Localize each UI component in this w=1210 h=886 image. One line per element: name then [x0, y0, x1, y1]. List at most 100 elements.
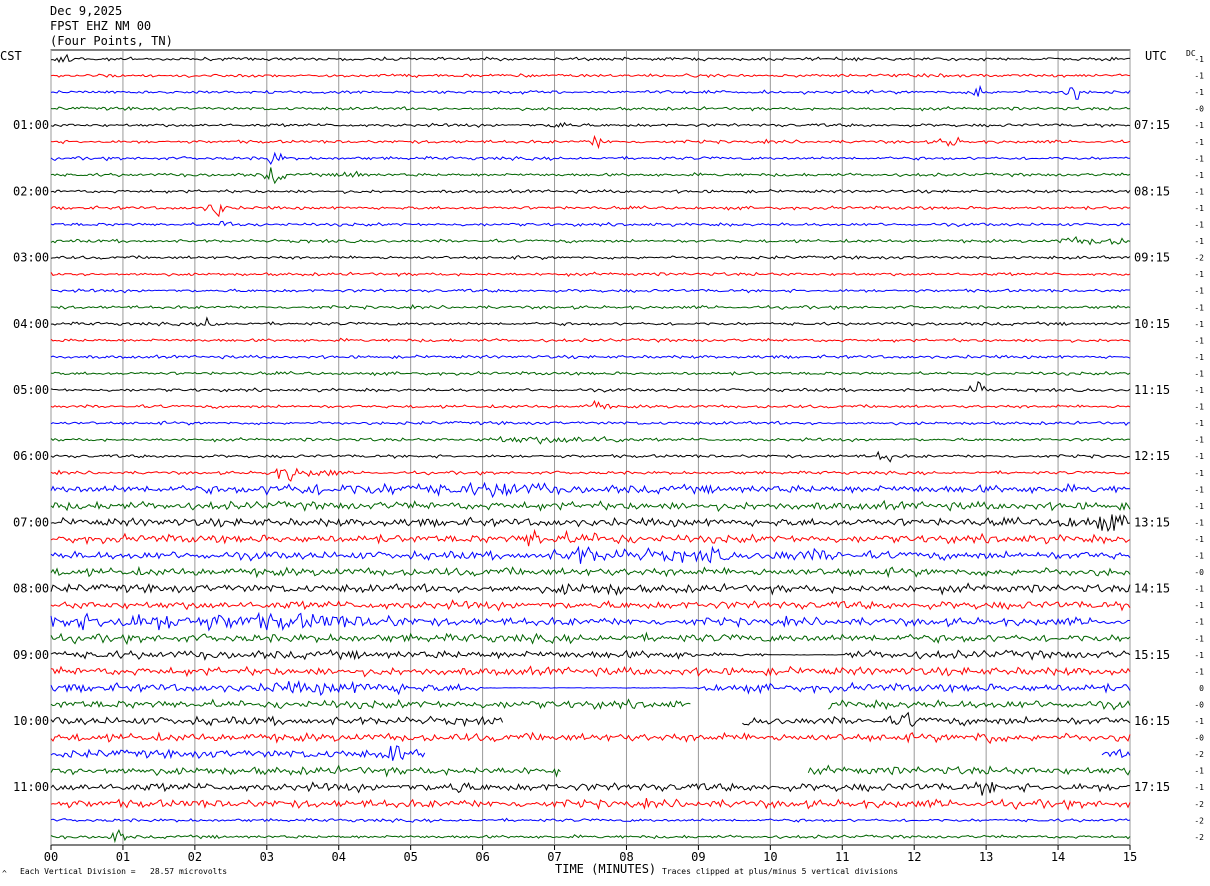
- dc-offset-label: -1: [1194, 518, 1204, 527]
- left-hour-label: 09:00: [13, 648, 49, 662]
- dc-offset-label: -2: [1194, 750, 1204, 759]
- dc-offset-label: -1: [1194, 436, 1204, 445]
- dc-offset-label: 0: [1199, 684, 1204, 693]
- dc-offset-label: -0: [1194, 700, 1204, 709]
- dc-offset-label: -1: [1194, 204, 1204, 213]
- left-hour-label: 06:00: [13, 449, 49, 463]
- trace-row: [50, 84, 1131, 100]
- dc-offset-label: -1: [1194, 552, 1204, 561]
- trace-row: [50, 565, 1131, 579]
- left-hour-label: 11:00: [13, 780, 49, 794]
- left-hour-label: 03:00: [13, 251, 49, 265]
- x-tick-label: 06: [475, 850, 489, 864]
- x-tick-label: 08: [619, 850, 633, 864]
- dc-offset-label: -1: [1194, 469, 1204, 478]
- right-hour-label: 17:15: [1134, 780, 1170, 794]
- right-hour-label: 07:15: [1134, 118, 1170, 132]
- dc-offset-label: -1: [1194, 585, 1204, 594]
- x-tick-label: 14: [1051, 850, 1065, 864]
- trace-row: [50, 203, 1131, 218]
- dc-offset-label: -1: [1194, 72, 1204, 81]
- trace-row: [50, 648, 1131, 661]
- trace-row: [50, 481, 1131, 499]
- dc-offset-label: -1: [1194, 187, 1204, 196]
- trace-row: [50, 528, 1131, 547]
- right-hour-label: 11:15: [1134, 383, 1170, 397]
- dc-offset-label: -1: [1194, 171, 1204, 180]
- dc-offset-label: -1: [1194, 88, 1204, 97]
- dc-offset-label: -1: [1194, 634, 1204, 643]
- trace-row: [50, 380, 1131, 393]
- clip-note: Traces clipped at plus/minus 5 vertical …: [662, 867, 899, 876]
- trace-row: [50, 582, 1131, 597]
- x-axis-title: TIME (MINUTES): [555, 862, 657, 876]
- dc-offset-label: -1: [1194, 601, 1204, 610]
- dc-offset-label: -1: [1194, 767, 1204, 776]
- trace-row: [50, 467, 1131, 482]
- x-tick-label: 02: [188, 850, 202, 864]
- dc-offset-label: -1: [1194, 419, 1204, 428]
- dc-offset-label: -1: [1194, 717, 1204, 726]
- header-station: FPST EHZ NM 00: [50, 19, 152, 33]
- trace-row: [50, 53, 1130, 64]
- trace-row: [50, 435, 1131, 445]
- trace-row: [50, 545, 1131, 564]
- x-tick-label: 09: [691, 850, 705, 864]
- dc-offset-label: -1: [1194, 651, 1204, 660]
- dc-offset-label: -0: [1194, 568, 1204, 577]
- x-tick-label: 00: [44, 850, 58, 864]
- plot-frame: [50, 49, 1131, 846]
- right-hour-label: 15:15: [1134, 648, 1170, 662]
- dc-offset-label: -1: [1194, 369, 1204, 378]
- x-tick-label: 03: [260, 850, 274, 864]
- grid-layer: [50, 49, 1131, 850]
- trace-row: [50, 151, 1130, 166]
- dc-offset-label: -0: [1194, 734, 1204, 743]
- dc-offset-label: -1: [1194, 154, 1204, 163]
- trace-row: [50, 499, 1131, 513]
- trace-row: [50, 271, 1131, 277]
- trace-row: [50, 236, 1131, 246]
- trace-row: [50, 220, 1131, 228]
- x-tick-label: 12: [907, 850, 921, 864]
- trace-row: [50, 817, 1131, 824]
- dc-offset-label: -2: [1194, 816, 1204, 825]
- x-tick-label: 15: [1123, 850, 1137, 864]
- dc-offset-label: -1: [1194, 535, 1204, 544]
- dc-offset-label: -1: [1194, 221, 1204, 230]
- trace-row: [50, 599, 1131, 612]
- trace-row: [50, 420, 1131, 427]
- left-axis-label: CST: [0, 49, 22, 63]
- header-location: (Four Points, TN): [50, 34, 173, 48]
- trace-row: [50, 188, 1131, 195]
- trace-row: [50, 514, 1131, 532]
- dc-offset-label: -1: [1194, 121, 1204, 130]
- trace-row: [50, 828, 1131, 844]
- trace-row: [50, 106, 1131, 112]
- x-tick-label: 10: [763, 850, 777, 864]
- trace-row: [50, 288, 1130, 294]
- x-tick-label: 11: [835, 850, 849, 864]
- dc-offset-label: -2: [1194, 254, 1204, 263]
- trace-row: [50, 354, 1131, 360]
- trace-row: [51, 303, 1131, 311]
- trace-row: [50, 764, 1131, 778]
- left-hour-label: 04:00: [13, 317, 49, 331]
- trace-row: [50, 731, 1131, 745]
- right-hour-label: 08:15: [1134, 184, 1170, 198]
- trace-row: [50, 665, 1131, 678]
- right-hour-label: 12:15: [1134, 449, 1170, 463]
- label-layer: 00 01 02 03 04 05 06 07 08 09 10 11 12 13 14 15 -1 -1 -1 -0…: [13, 55, 1204, 864]
- dc-offset-label: -1: [1194, 452, 1204, 461]
- header-date: Dec 9,2025: [50, 4, 123, 18]
- dc-offset-label: -1: [1194, 320, 1204, 329]
- trace-row: [50, 399, 1131, 410]
- left-hour-label: 10:00: [13, 714, 49, 728]
- left-hour-label: 05:00: [13, 383, 49, 397]
- x-tick-label: 05: [403, 850, 417, 864]
- trace-row: [50, 370, 1131, 377]
- x-tick-label: 04: [332, 850, 346, 864]
- dc-offset-label: -1: [1194, 303, 1204, 312]
- trace-row: [50, 781, 1131, 796]
